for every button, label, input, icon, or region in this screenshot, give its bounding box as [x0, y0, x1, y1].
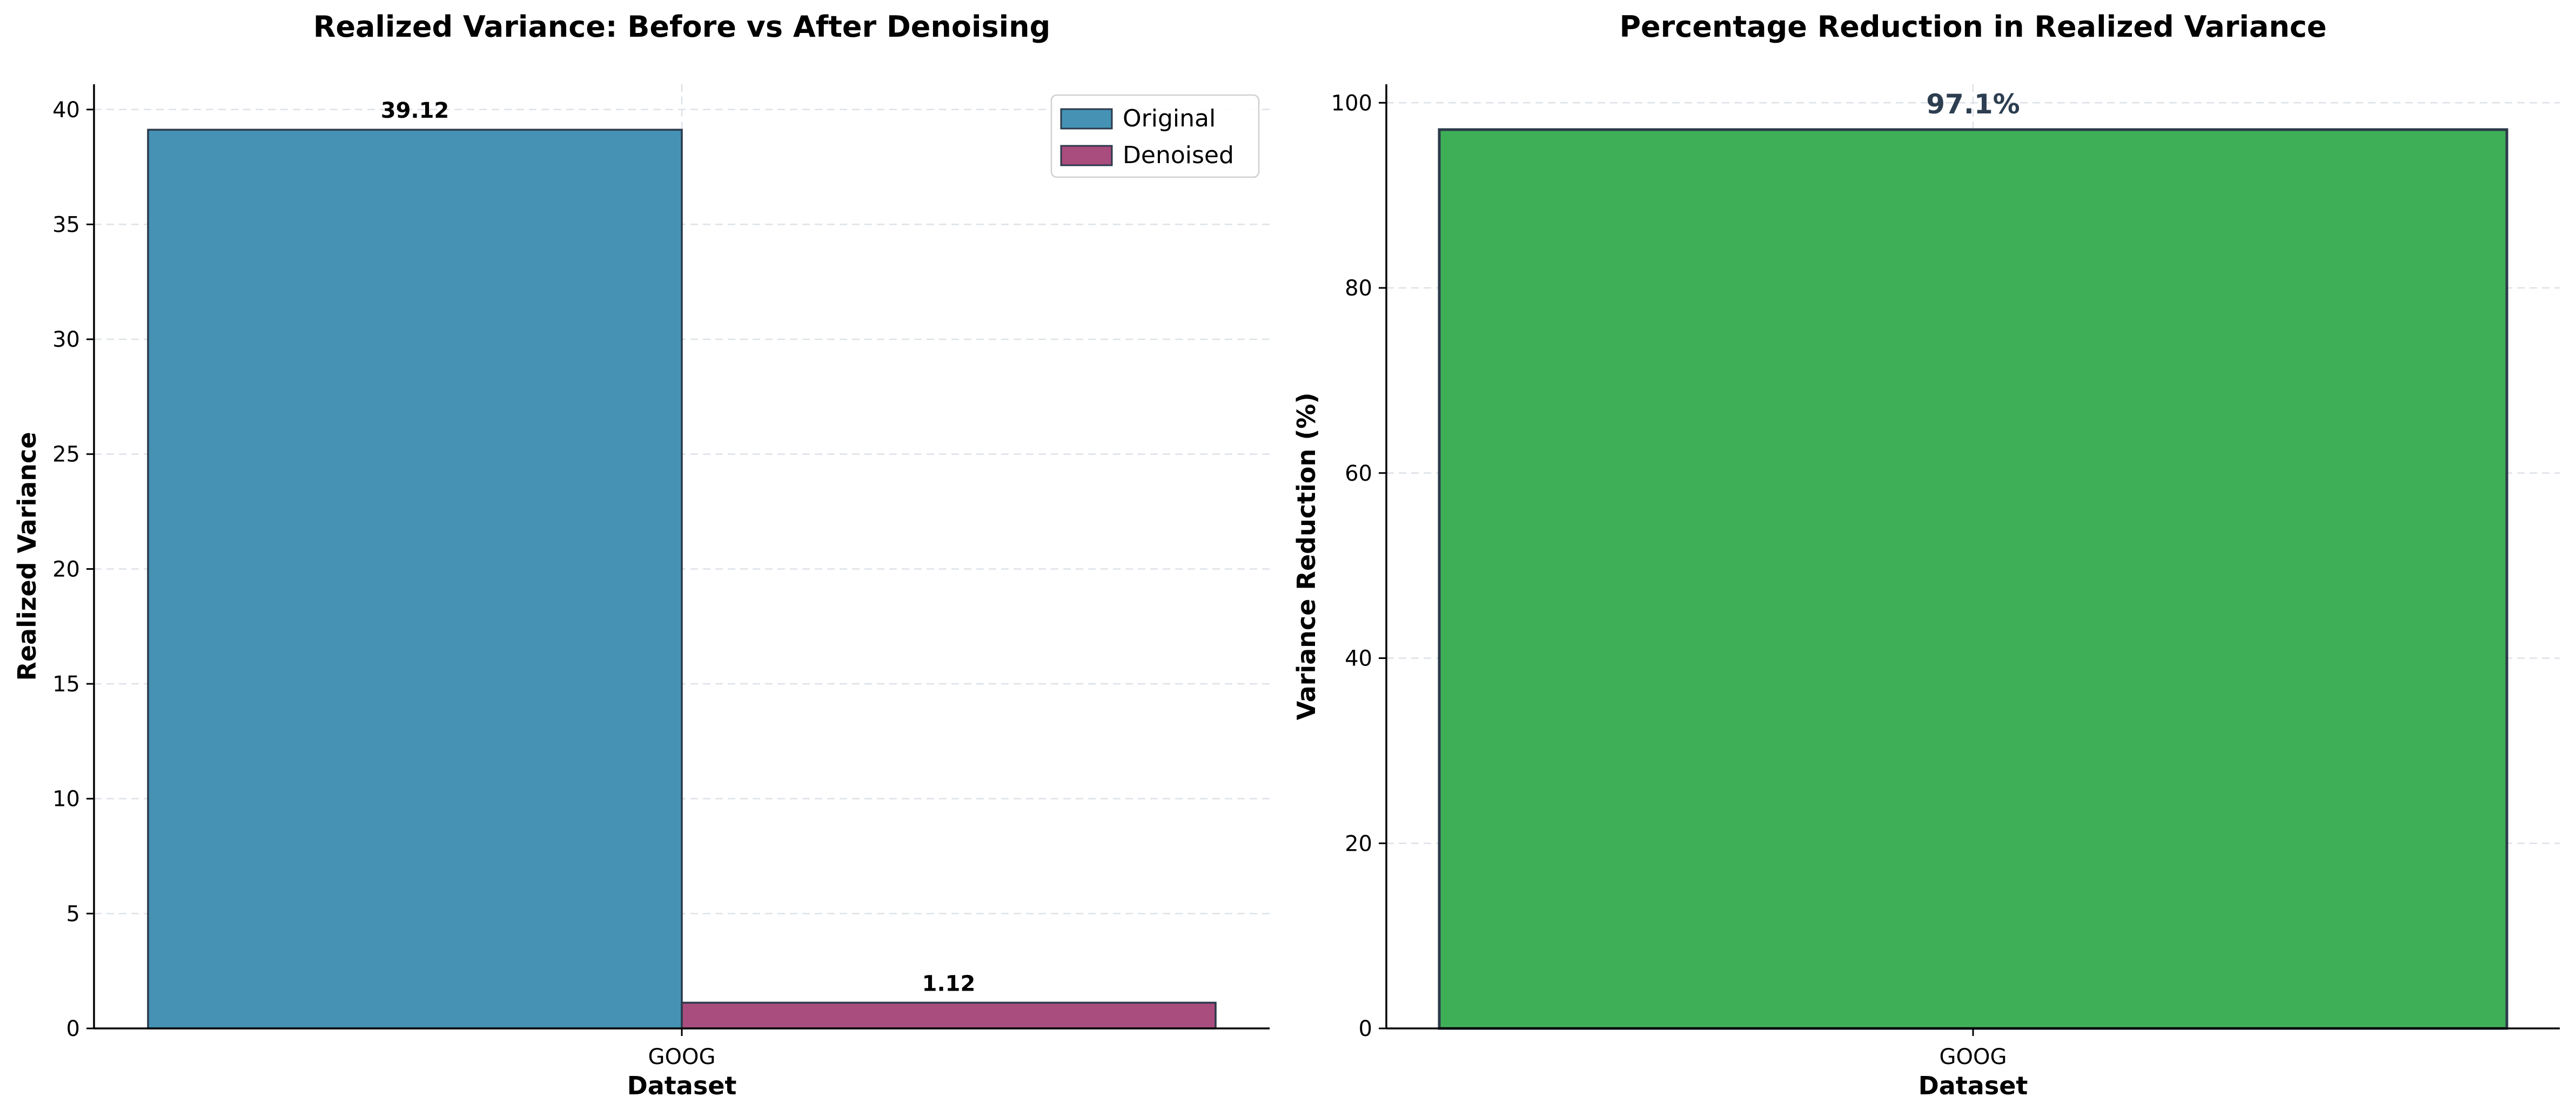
legend-swatch — [1060, 145, 1113, 166]
y-tick-label: 5 — [66, 901, 80, 926]
legend-swatch — [1060, 108, 1113, 130]
bar-original — [147, 129, 683, 1029]
data-label: 97.1% — [1926, 89, 2020, 120]
x-ticks: GOOG — [648, 1028, 716, 1069]
y-tick-label: 0 — [1359, 1017, 1372, 1041]
x-axis-label: Dataset — [1918, 1071, 2028, 1100]
legend: Original Denoised — [1050, 94, 1260, 178]
x-tick-label: GOOG — [648, 1045, 716, 1069]
x-axis-label: Dataset — [627, 1071, 737, 1100]
y-tick-label: 80 — [1345, 276, 1372, 301]
y-tick-label: 15 — [52, 672, 80, 697]
y-tick-label: 0 — [66, 1017, 80, 1041]
y-tick-label: 20 — [52, 557, 80, 582]
value-labels: 39.12 1.12 — [381, 98, 976, 996]
y-tick-label: 40 — [1345, 647, 1372, 671]
bars — [1438, 128, 2508, 1030]
y-ticks: 0 20 40 60 80 100 — [1331, 91, 1386, 1041]
chart-realized-variance: Realized Variance: Before vs After Denoi… — [12, 10, 1270, 1100]
chart-variance-reduction: Percentage Reduction in Realized Varianc… — [1292, 10, 2560, 1100]
bar-value — [1438, 128, 2508, 1030]
y-tick-label: 30 — [52, 327, 80, 352]
data-label: 39.12 — [381, 98, 450, 123]
y-tick-label: 35 — [52, 212, 80, 237]
value-labels: 97.1% — [1926, 89, 2020, 120]
y-tick-label: 40 — [52, 98, 80, 123]
bar-denoised — [681, 1001, 1217, 1029]
y-tick-label: 60 — [1345, 461, 1372, 486]
chart-title: Realized Variance: Before vs After Denoi… — [313, 10, 1050, 44]
data-label: 1.12 — [922, 971, 976, 996]
x-tick-label: GOOG — [1940, 1045, 2007, 1069]
y-axis-label: Realized Variance — [12, 432, 42, 681]
y-tick-label: 25 — [52, 442, 80, 467]
y-ticks: 0 5 10 15 20 25 30 35 40 — [52, 98, 94, 1041]
y-tick-label: 10 — [52, 787, 80, 812]
y-axis-label: Variance Reduction (%) — [1292, 393, 1321, 721]
bars — [147, 129, 1217, 1029]
legend-label: Denoised — [1123, 142, 1234, 169]
legend-label: Original — [1123, 105, 1216, 132]
y-tick-label: 100 — [1331, 91, 1372, 116]
x-ticks: GOOG — [1940, 1028, 2007, 1069]
y-tick-label: 20 — [1345, 831, 1372, 856]
chart-title: Percentage Reduction in Realized Varianc… — [1619, 10, 2326, 44]
